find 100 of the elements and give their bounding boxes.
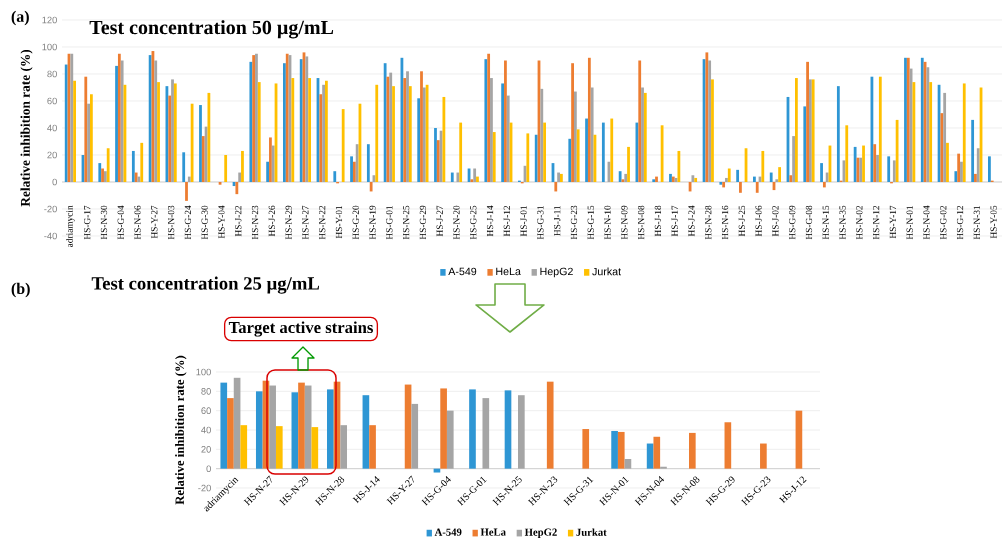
bar xyxy=(518,395,525,469)
y-tick-label: 60 xyxy=(201,407,211,414)
bar xyxy=(187,176,191,182)
bar xyxy=(298,382,305,469)
bar xyxy=(98,163,102,182)
x-tick-label: HS-G-15 xyxy=(587,205,594,240)
x-tick-label: HS-N-35 xyxy=(839,205,846,240)
x-tick-label: HS-N-15 xyxy=(822,205,829,240)
bar xyxy=(73,80,76,182)
bar xyxy=(862,145,865,182)
chart-title: Test concentration 50 µg/mL xyxy=(89,20,334,39)
bar xyxy=(269,137,272,182)
bar xyxy=(350,156,353,182)
bar xyxy=(224,155,228,182)
bar xyxy=(157,82,160,182)
bar xyxy=(420,71,423,182)
bar xyxy=(727,168,731,182)
x-tick-label: HS-J-26 xyxy=(268,205,275,237)
bar xyxy=(283,63,286,182)
bar xyxy=(269,385,276,469)
bar xyxy=(755,182,759,193)
x-tick-label: HS-J-12 xyxy=(503,205,510,237)
bar xyxy=(106,148,110,182)
bar xyxy=(324,80,328,182)
bar xyxy=(89,94,93,182)
bar xyxy=(341,109,345,182)
bar xyxy=(836,86,840,182)
bar xyxy=(131,150,135,182)
y-axis-title: Relative inhibition rate (%) xyxy=(20,49,33,207)
x-tick-label: HS-N-23 xyxy=(251,205,259,240)
bar xyxy=(960,161,963,182)
bar xyxy=(352,161,356,182)
bar xyxy=(571,63,574,182)
bar xyxy=(241,150,244,182)
x-tick-label: HS-N-08 xyxy=(637,205,645,240)
bar xyxy=(954,171,958,182)
bar xyxy=(803,106,807,182)
bar xyxy=(769,172,773,182)
bar xyxy=(492,132,496,182)
bar xyxy=(117,53,121,182)
x-tick-label: HS-G-01 xyxy=(386,205,393,240)
x-tick-label: HS-G-31 xyxy=(537,205,544,240)
y-tick-label: -20 xyxy=(44,205,57,213)
text: (b) xyxy=(11,282,30,298)
bar xyxy=(887,156,891,182)
bar xyxy=(375,84,379,182)
bar xyxy=(304,385,312,469)
bar xyxy=(355,144,359,182)
bar xyxy=(333,171,337,182)
y-tick-label: 20 xyxy=(201,446,211,453)
bar xyxy=(404,384,412,469)
x-tick-label: HS-J-27 xyxy=(436,205,443,237)
legend-label: Jurkat xyxy=(592,267,621,276)
bar xyxy=(64,64,68,182)
x-tick-label: HS-N-06 xyxy=(134,205,141,240)
bar xyxy=(469,389,476,469)
bar xyxy=(322,84,325,182)
bar xyxy=(806,61,809,182)
bar xyxy=(392,86,395,182)
bar xyxy=(739,182,742,193)
bar xyxy=(957,153,961,182)
x-tick-label: HS-J-17 xyxy=(671,205,678,237)
x-tick-label: HS-J-14 xyxy=(486,205,494,237)
text: (a) xyxy=(11,10,29,26)
bar xyxy=(653,436,661,469)
bar xyxy=(403,78,407,182)
legend-label: HeLa xyxy=(496,267,521,276)
x-tick-label: HS-Y-27 xyxy=(151,205,158,239)
bar xyxy=(526,133,530,182)
x-tick-label: HS-G-30 xyxy=(201,205,208,240)
legend-label: HeLa xyxy=(480,528,506,536)
bar xyxy=(895,119,899,182)
y-tick-label: 0 xyxy=(206,465,211,472)
bar xyxy=(892,160,896,182)
bar xyxy=(988,156,991,182)
x-tick-label: HS-J-01 xyxy=(520,205,527,237)
bar xyxy=(484,59,488,182)
bar xyxy=(761,150,765,182)
x-tick-label: HS-G-29 xyxy=(419,205,427,240)
bar xyxy=(873,144,877,182)
legend-label: HepG2 xyxy=(540,267,573,278)
bar xyxy=(504,60,507,182)
bar xyxy=(611,430,618,469)
chart-title: Test concentration 25 µg/mL xyxy=(91,276,320,294)
y-tick-label: 0 xyxy=(52,178,57,186)
bar xyxy=(688,432,696,469)
bar xyxy=(238,172,242,182)
bar xyxy=(617,431,625,469)
x-tick-label: HS-N-03 xyxy=(167,205,175,240)
x-tick-label: HS-Y-17 xyxy=(889,205,897,239)
bar xyxy=(173,83,177,182)
bar xyxy=(201,136,205,182)
bar xyxy=(308,78,311,182)
y-axis-title: Relative inhibition rate (%) xyxy=(175,355,187,505)
bar xyxy=(154,60,158,182)
bar xyxy=(624,459,632,469)
x-tick-label: HS-N-31 xyxy=(973,205,980,240)
bar xyxy=(610,118,614,182)
bar xyxy=(775,179,779,182)
x-tick-label: HS-N-25 xyxy=(402,205,410,240)
